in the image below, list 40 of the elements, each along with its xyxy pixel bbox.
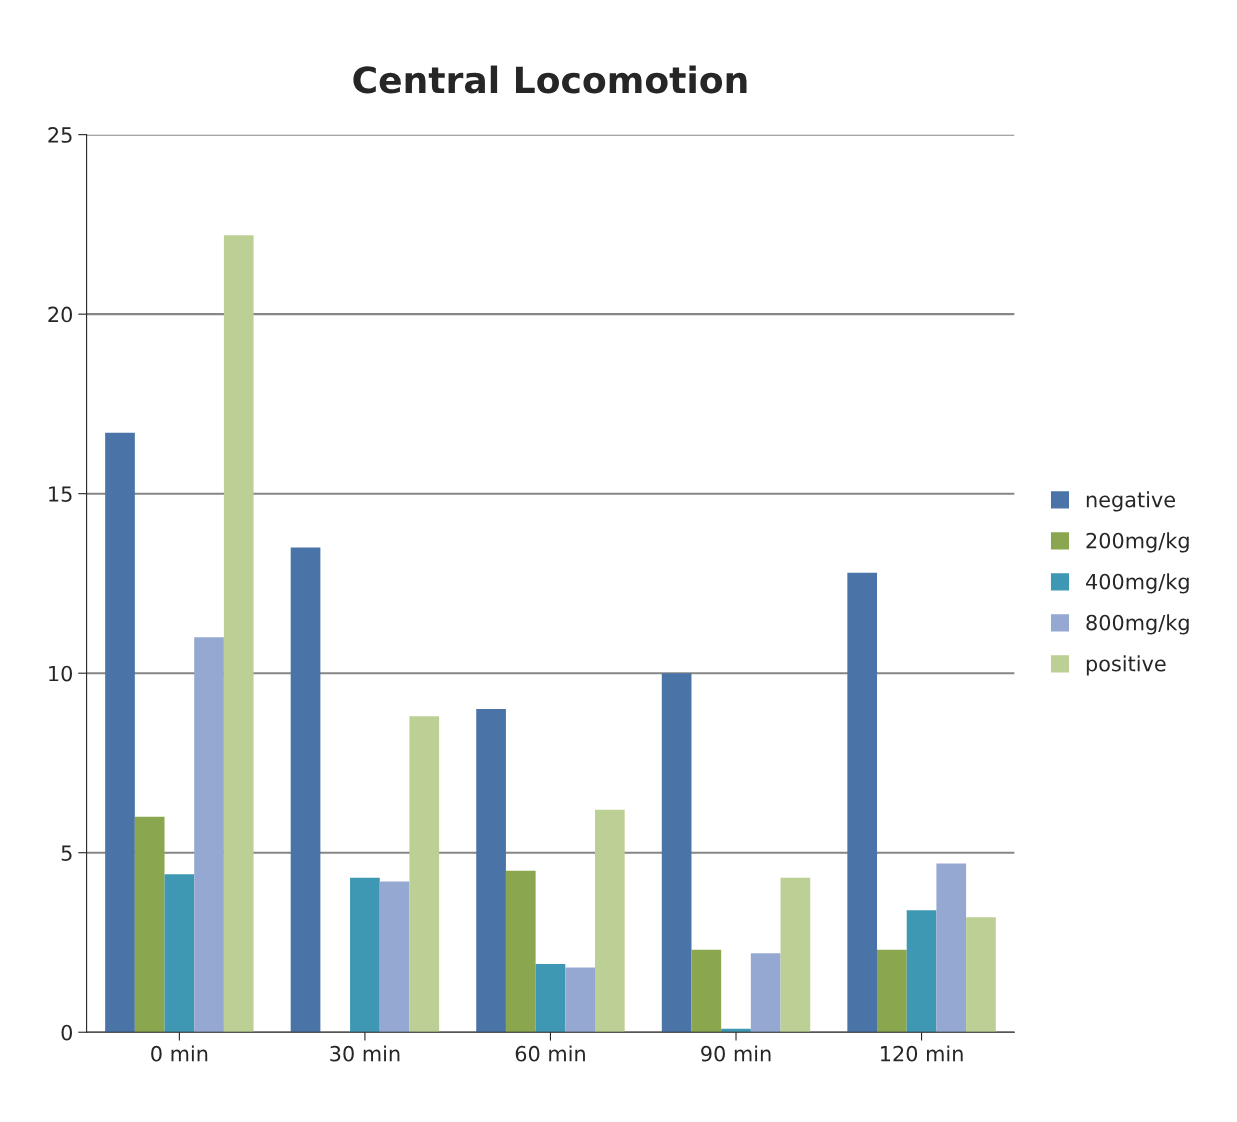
y-tick-label: 15	[49, 486, 72, 502]
y-tick-label: 10	[49, 665, 73, 682]
bar	[691, 949, 722, 1033]
bar	[290, 547, 321, 1033]
bar	[476, 709, 506, 1033]
x-tick-label: 0 min	[151, 1045, 208, 1062]
x-tick-label: 90 min	[701, 1045, 771, 1062]
bar	[379, 881, 410, 1033]
bar	[535, 964, 566, 1033]
bar	[164, 874, 195, 1033]
legend-label: 400mg/kg	[1086, 573, 1189, 594]
legend-label: positive	[1086, 655, 1166, 676]
bar	[750, 953, 781, 1033]
y-tick-label: 25	[48, 127, 72, 143]
x-tick-label: 30 min	[330, 1045, 400, 1062]
legend-label: negative	[1086, 491, 1175, 512]
bar	[223, 235, 254, 1033]
bar	[194, 637, 224, 1033]
bar	[350, 877, 380, 1033]
x-tick-label: 60 min	[515, 1045, 585, 1062]
chart-title: Central Locomotion	[353, 65, 747, 94]
bar	[906, 910, 937, 1033]
legend-label: 800mg/kg	[1086, 614, 1189, 635]
y-tick-label: 20	[48, 306, 73, 323]
bar	[966, 917, 996, 1033]
bar	[661, 673, 692, 1033]
x-tick-label: 120 min	[881, 1045, 963, 1062]
bar	[565, 967, 595, 1033]
bar	[877, 949, 907, 1033]
legend-label: 200mg/kg	[1086, 532, 1189, 553]
bar	[936, 863, 967, 1033]
bar	[409, 716, 440, 1033]
bar	[780, 877, 811, 1033]
bar	[847, 572, 878, 1033]
y-tick-label: 0	[61, 1024, 73, 1041]
y-tick-label: 5	[61, 845, 72, 861]
bar	[595, 809, 625, 1033]
bar	[134, 816, 165, 1033]
bar	[105, 432, 135, 1033]
bar	[505, 870, 536, 1033]
